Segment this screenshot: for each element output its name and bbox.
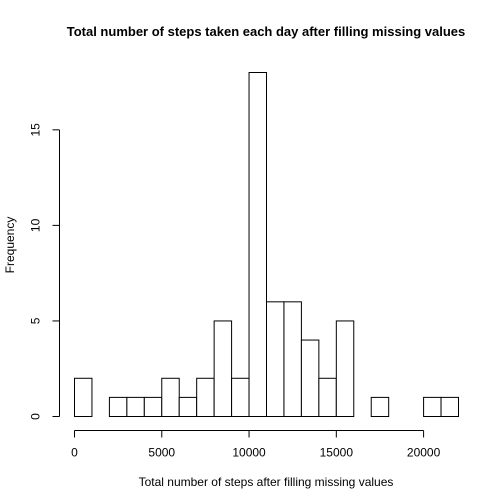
histogram-bar — [74, 377, 93, 417]
histogram-bar — [318, 377, 337, 417]
x-tick-label: 5000 — [148, 446, 175, 460]
histogram-bar — [283, 301, 302, 418]
y-axis: 0 5 10 15 — [29, 123, 60, 420]
y-tick-label: 10 — [29, 218, 43, 232]
y-tick-label: 0 — [29, 413, 43, 420]
y-tick-label: 15 — [29, 123, 43, 137]
histogram-bar — [423, 396, 442, 417]
y-tick-label: 5 — [29, 317, 43, 324]
x-axis-label: Total number of steps after filling miss… — [139, 475, 394, 489]
histogram-bar — [300, 339, 320, 417]
x-axis: 0 5000 10000 15000 20000 — [71, 430, 441, 460]
chart-title: Total number of steps taken each day aft… — [67, 24, 466, 39]
histogram-bar — [108, 396, 128, 417]
histogram-bar — [370, 396, 390, 417]
histogram-bar — [248, 72, 268, 417]
x-tick-label: 0 — [71, 446, 78, 460]
histogram-bar — [266, 301, 285, 418]
y-axis-label: Frequency — [3, 217, 17, 274]
histogram-bar — [231, 377, 250, 417]
x-tick-label: 15000 — [320, 446, 354, 460]
histogram-bars — [74, 72, 459, 418]
histogram-bar — [196, 377, 215, 417]
x-tick-label: 20000 — [407, 446, 441, 460]
histogram-bar — [143, 396, 163, 417]
histogram-bar — [440, 396, 459, 417]
histogram-bar — [178, 396, 198, 417]
histogram-bar — [335, 320, 355, 418]
x-tick-label: 10000 — [232, 446, 266, 460]
histogram-bar — [213, 320, 233, 418]
histogram-bar — [161, 377, 180, 417]
histogram-bar — [126, 396, 145, 417]
